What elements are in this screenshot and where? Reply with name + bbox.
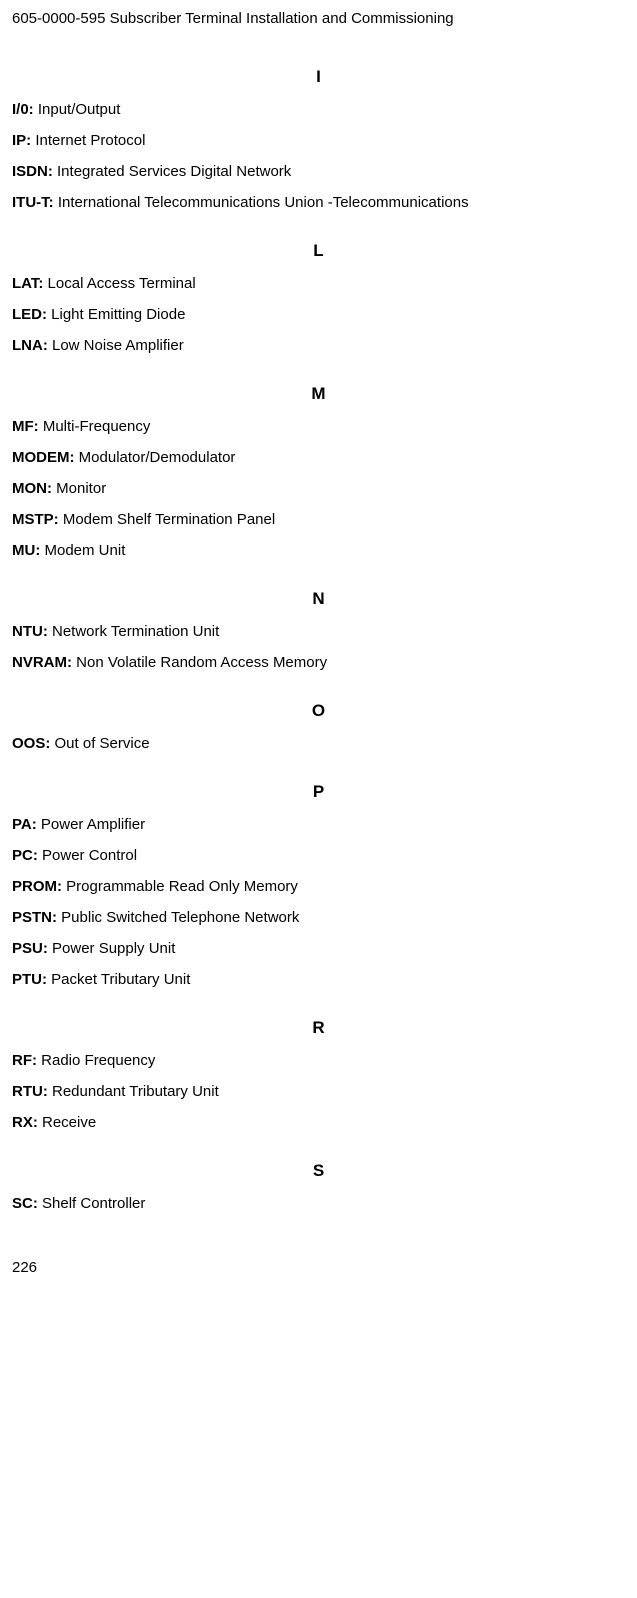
glossary-definition: Radio Frequency: [37, 1052, 155, 1069]
glossary-term: LNA:: [12, 337, 48, 354]
glossary-definition: Public Switched Telephone Network: [57, 909, 299, 926]
glossary-definition: Monitor: [52, 480, 106, 497]
glossary-term: RX:: [12, 1114, 38, 1131]
glossary-definition: Receive: [38, 1114, 96, 1131]
section-letter: R: [12, 1018, 625, 1038]
glossary-entry: SC: Shelf Controller: [12, 1193, 625, 1214]
glossary-entry: PSTN: Public Switched Telephone Network: [12, 907, 625, 928]
document-header: 605-0000-595 Subscriber Terminal Install…: [12, 10, 625, 27]
glossary-term: PC:: [12, 847, 38, 864]
section-letter: P: [12, 782, 625, 802]
glossary-definition: Programmable Read Only Memory: [62, 878, 298, 895]
glossary-term: ITU-T:: [12, 194, 54, 211]
glossary-definition: Non Volatile Random Access Memory: [72, 654, 327, 671]
section-letter: S: [12, 1161, 625, 1181]
glossary-definition: Power Supply Unit: [48, 940, 176, 957]
glossary-term: MU:: [12, 542, 40, 559]
glossary-entry: I/0: Input/Output: [12, 99, 625, 120]
glossary-definition: Power Amplifier: [37, 816, 145, 833]
glossary-entry: PC: Power Control: [12, 845, 625, 866]
glossary-entry: RF: Radio Frequency: [12, 1050, 625, 1071]
glossary-entry: PROM: Programmable Read Only Memory: [12, 876, 625, 897]
glossary-definition: Multi-Frequency: [39, 418, 151, 435]
glossary-term: PROM:: [12, 878, 62, 895]
glossary-term: PSU:: [12, 940, 48, 957]
section-letter: N: [12, 589, 625, 609]
glossary-entry: IP: Internet Protocol: [12, 130, 625, 151]
glossary-entry: RTU: Redundant Tributary Unit: [12, 1081, 625, 1102]
glossary-term: MON:: [12, 480, 52, 497]
glossary-entry: LED: Light Emitting Diode: [12, 304, 625, 325]
glossary-definition: International Telecommunications Union -…: [54, 194, 469, 211]
glossary-definition: Modulator/Demodulator: [75, 449, 236, 466]
glossary-definition: Out of Service: [50, 735, 149, 752]
glossary-entry: MON: Monitor: [12, 478, 625, 499]
glossary-entry: NTU: Network Termination Unit: [12, 621, 625, 642]
glossary-entry: MODEM: Modulator/Demodulator: [12, 447, 625, 468]
glossary-entry: LAT: Local Access Terminal: [12, 273, 625, 294]
glossary-definition: Modem Shelf Termination Panel: [59, 511, 276, 528]
glossary-definition: Shelf Controller: [38, 1195, 146, 1212]
glossary-term: MSTP:: [12, 511, 59, 528]
glossary-entry: PA: Power Amplifier: [12, 814, 625, 835]
glossary-definition: Modem Unit: [40, 542, 125, 559]
glossary-term: NVRAM:: [12, 654, 72, 671]
glossary-term: RTU:: [12, 1083, 48, 1100]
glossary-term: OOS:: [12, 735, 50, 752]
glossary-entry: RX: Receive: [12, 1112, 625, 1133]
glossary-definition: Packet Tributary Unit: [47, 971, 190, 988]
glossary-definition: Redundant Tributary Unit: [48, 1083, 219, 1100]
glossary-term: SC:: [12, 1195, 38, 1212]
section-letter: I: [12, 67, 625, 87]
glossary-entry: NVRAM: Non Volatile Random Access Memory: [12, 652, 625, 673]
section-letter: L: [12, 241, 625, 261]
glossary-entry: PTU: Packet Tributary Unit: [12, 969, 625, 990]
glossary-entry: MF: Multi-Frequency: [12, 416, 625, 437]
glossary-term: LAT:: [12, 275, 43, 292]
glossary-definition: Local Access Terminal: [43, 275, 195, 292]
glossary-definition: Integrated Services Digital Network: [53, 163, 291, 180]
glossary-term: LED:: [12, 306, 47, 323]
glossary-entry: ITU-T: International Telecommunications …: [12, 192, 625, 213]
glossary-definition: Internet Protocol: [31, 132, 145, 149]
glossary-definition: Light Emitting Diode: [47, 306, 185, 323]
glossary-definition: Power Control: [38, 847, 137, 864]
glossary-entry: ISDN: Integrated Services Digital Networ…: [12, 161, 625, 182]
glossary-sections: II/0: Input/OutputIP: Internet ProtocolI…: [12, 67, 625, 1214]
glossary-entry: OOS: Out of Service: [12, 733, 625, 754]
glossary-definition: Input/Output: [34, 101, 121, 118]
glossary-entry: PSU: Power Supply Unit: [12, 938, 625, 959]
glossary-term: ISDN:: [12, 163, 53, 180]
glossary-term: IP:: [12, 132, 31, 149]
glossary-term: MF:: [12, 418, 39, 435]
glossary-term: PA:: [12, 816, 37, 833]
glossary-entry: MU: Modem Unit: [12, 540, 625, 561]
page-number: 226: [12, 1259, 625, 1276]
glossary-definition: Low Noise Amplifier: [48, 337, 184, 354]
glossary-term: NTU:: [12, 623, 48, 640]
glossary-term: RF:: [12, 1052, 37, 1069]
glossary-entry: MSTP: Modem Shelf Termination Panel: [12, 509, 625, 530]
glossary-term: MODEM:: [12, 449, 75, 466]
glossary-definition: Network Termination Unit: [48, 623, 219, 640]
section-letter: M: [12, 384, 625, 404]
glossary-term: PTU:: [12, 971, 47, 988]
section-letter: O: [12, 701, 625, 721]
glossary-entry: LNA: Low Noise Amplifier: [12, 335, 625, 356]
glossary-term: I/0:: [12, 101, 34, 118]
glossary-term: PSTN:: [12, 909, 57, 926]
